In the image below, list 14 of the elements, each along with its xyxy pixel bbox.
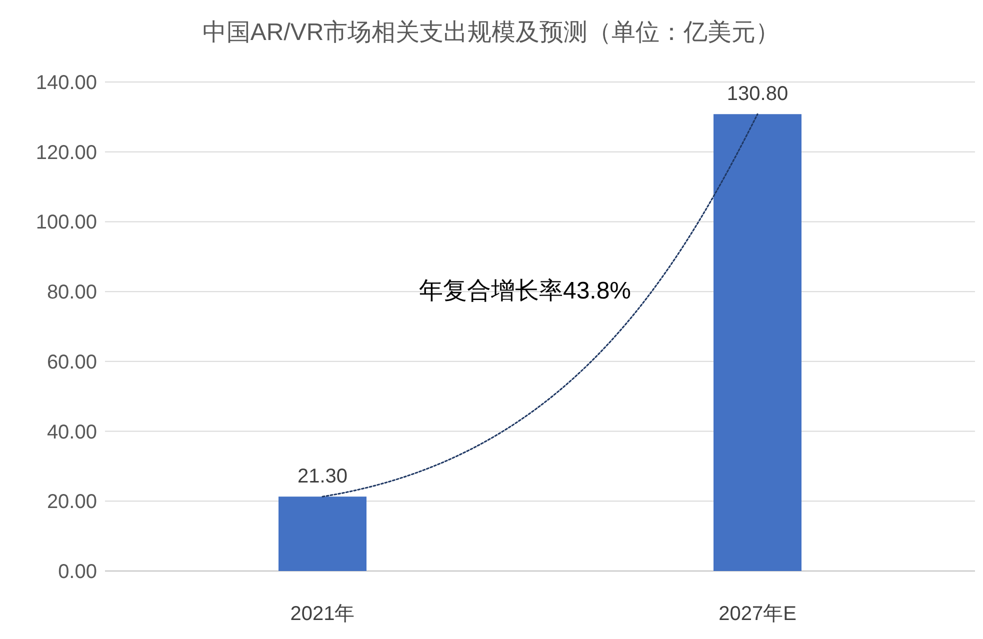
- y-tick-label: 0.00: [58, 561, 97, 583]
- data-label: 130.80: [726, 83, 788, 106]
- chart-title: 中国AR/VR市场相关支出规模及预测（单位：亿美元）: [202, 19, 780, 46]
- x-tick-label: 2021年: [290, 603, 355, 625]
- x-tick-label: 2027年E: [718, 603, 796, 625]
- y-tick-label: 100.00: [36, 212, 97, 234]
- annotation: 年复合增长率43.8%: [418, 278, 632, 305]
- y-tick-label: 80.00: [46, 282, 97, 304]
- data-label: 21.30: [297, 466, 348, 488]
- y-tick-label: 40.00: [46, 421, 97, 444]
- y-tick-label: 140.00: [36, 72, 97, 94]
- y-tick-label: 120.00: [36, 142, 97, 164]
- y-tick-label: 60.00: [46, 351, 97, 374]
- y-tick-label: 20.00: [46, 491, 97, 514]
